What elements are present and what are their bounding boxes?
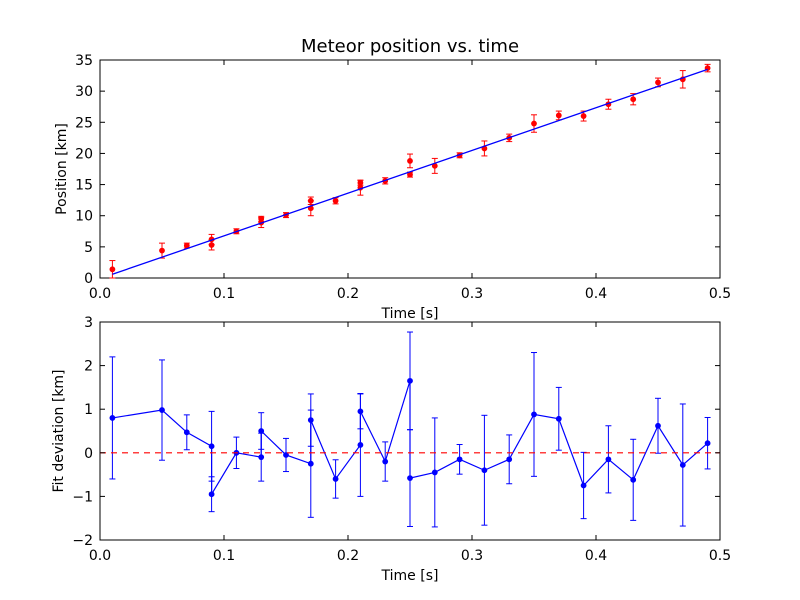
y-tick-label: 1 (84, 402, 93, 418)
x-tick-label: 0.0 (89, 548, 111, 564)
deviation-point (704, 440, 711, 447)
axis-ticks: 0.0 0.1 0.2 0.3 0.4 0.5 0 5 10 15 20 25 30 35 (75, 53, 731, 302)
measurement-point (630, 96, 637, 103)
y-tick-label: 5 (84, 240, 93, 256)
y-tick-label: 10 (75, 209, 93, 225)
deviation-chart: 0.0 0.1 0.2 0.3 0.4 0.5 −2 −1 0 1 2 3 Time [s] Fit … (51, 315, 731, 584)
position-chart: Meteor position vs. time 0.0 0.1 0.2 0.3 0.4… (54, 36, 731, 322)
deviation-point (431, 469, 438, 476)
x-tick-label: 0.3 (461, 548, 483, 564)
deviation-point (357, 408, 364, 415)
deviation-point (208, 491, 215, 498)
deviation-point (655, 422, 661, 429)
x-tick-label: 0.5 (709, 286, 731, 302)
deviation-point (357, 442, 364, 448)
deviation-point (407, 377, 413, 384)
deviation-point (109, 415, 116, 421)
y-tick-label: 25 (75, 115, 93, 131)
deviation-point (407, 475, 413, 481)
y-tick-label: 35 (75, 53, 93, 69)
chart-title: Meteor position vs. time (301, 36, 519, 57)
x-axis-label: Time [s] (381, 306, 439, 322)
y-tick-label: 0 (84, 271, 93, 287)
x-tick-label: 0.5 (709, 548, 731, 564)
x-tick-label: 0.4 (585, 286, 607, 302)
deviation-point (580, 482, 587, 489)
marks (109, 63, 711, 279)
plot-area (99, 59, 721, 279)
x-tick-label: 0.3 (461, 286, 483, 302)
deviation-point (555, 415, 562, 422)
measurement-point (307, 197, 314, 204)
deviation-point (679, 462, 686, 468)
deviation-point (183, 429, 190, 436)
axis-ticks: 0.0 0.1 0.2 0.3 0.4 0.5 −2 −1 0 1 2 3 (72, 315, 731, 564)
y-tick-label: 20 (75, 146, 93, 162)
measurement-point (407, 158, 413, 164)
deviation-point (605, 456, 612, 463)
x-tick-label: 0.4 (585, 548, 607, 564)
measurement-point (109, 266, 116, 273)
deviation-point (456, 456, 463, 463)
deviation-point (531, 411, 537, 418)
y-tick-label: 30 (75, 84, 93, 100)
deviation-point (159, 407, 165, 413)
deviation-point (630, 476, 637, 483)
deviation-point (283, 452, 289, 458)
deviation-point (307, 460, 314, 467)
y-tick-label: 0 (84, 446, 93, 462)
y-tick-label: 15 (75, 178, 93, 194)
measurement-point (258, 215, 265, 222)
deviation-point (208, 443, 215, 450)
x-axis-label: Time [s] (381, 568, 439, 584)
deviation-point (506, 456, 513, 463)
measurement-point (357, 179, 364, 186)
deviation-point (481, 467, 488, 474)
y-tick-label: 3 (84, 315, 93, 331)
deviation-point (382, 458, 389, 465)
measurement-point (332, 197, 339, 204)
y-axis-label: Position [km] (54, 123, 70, 215)
deviation-point (258, 454, 265, 461)
y-tick-label: 2 (84, 359, 93, 375)
measurement-point (555, 112, 562, 119)
deviation-point (307, 417, 314, 424)
measurement-point (531, 120, 537, 127)
y-tick-label: −2 (72, 533, 93, 549)
x-tick-label: 0.2 (337, 548, 359, 564)
marks (100, 331, 720, 528)
measurement-point (655, 79, 661, 86)
x-tick-label: 0.2 (337, 286, 359, 302)
x-tick-label: 0.1 (213, 548, 235, 564)
x-tick-label: 0.1 (213, 286, 235, 302)
deviation-point (332, 476, 339, 482)
measurement-point (580, 113, 587, 119)
y-axis-label: Fit deviation [km] (51, 369, 67, 492)
y-tick-label: −1 (72, 489, 93, 505)
fit-line (112, 68, 708, 275)
x-tick-label: 0.0 (89, 286, 111, 302)
measurement-point (159, 247, 165, 254)
deviation-point (258, 428, 265, 434)
measurement-point (183, 242, 190, 249)
